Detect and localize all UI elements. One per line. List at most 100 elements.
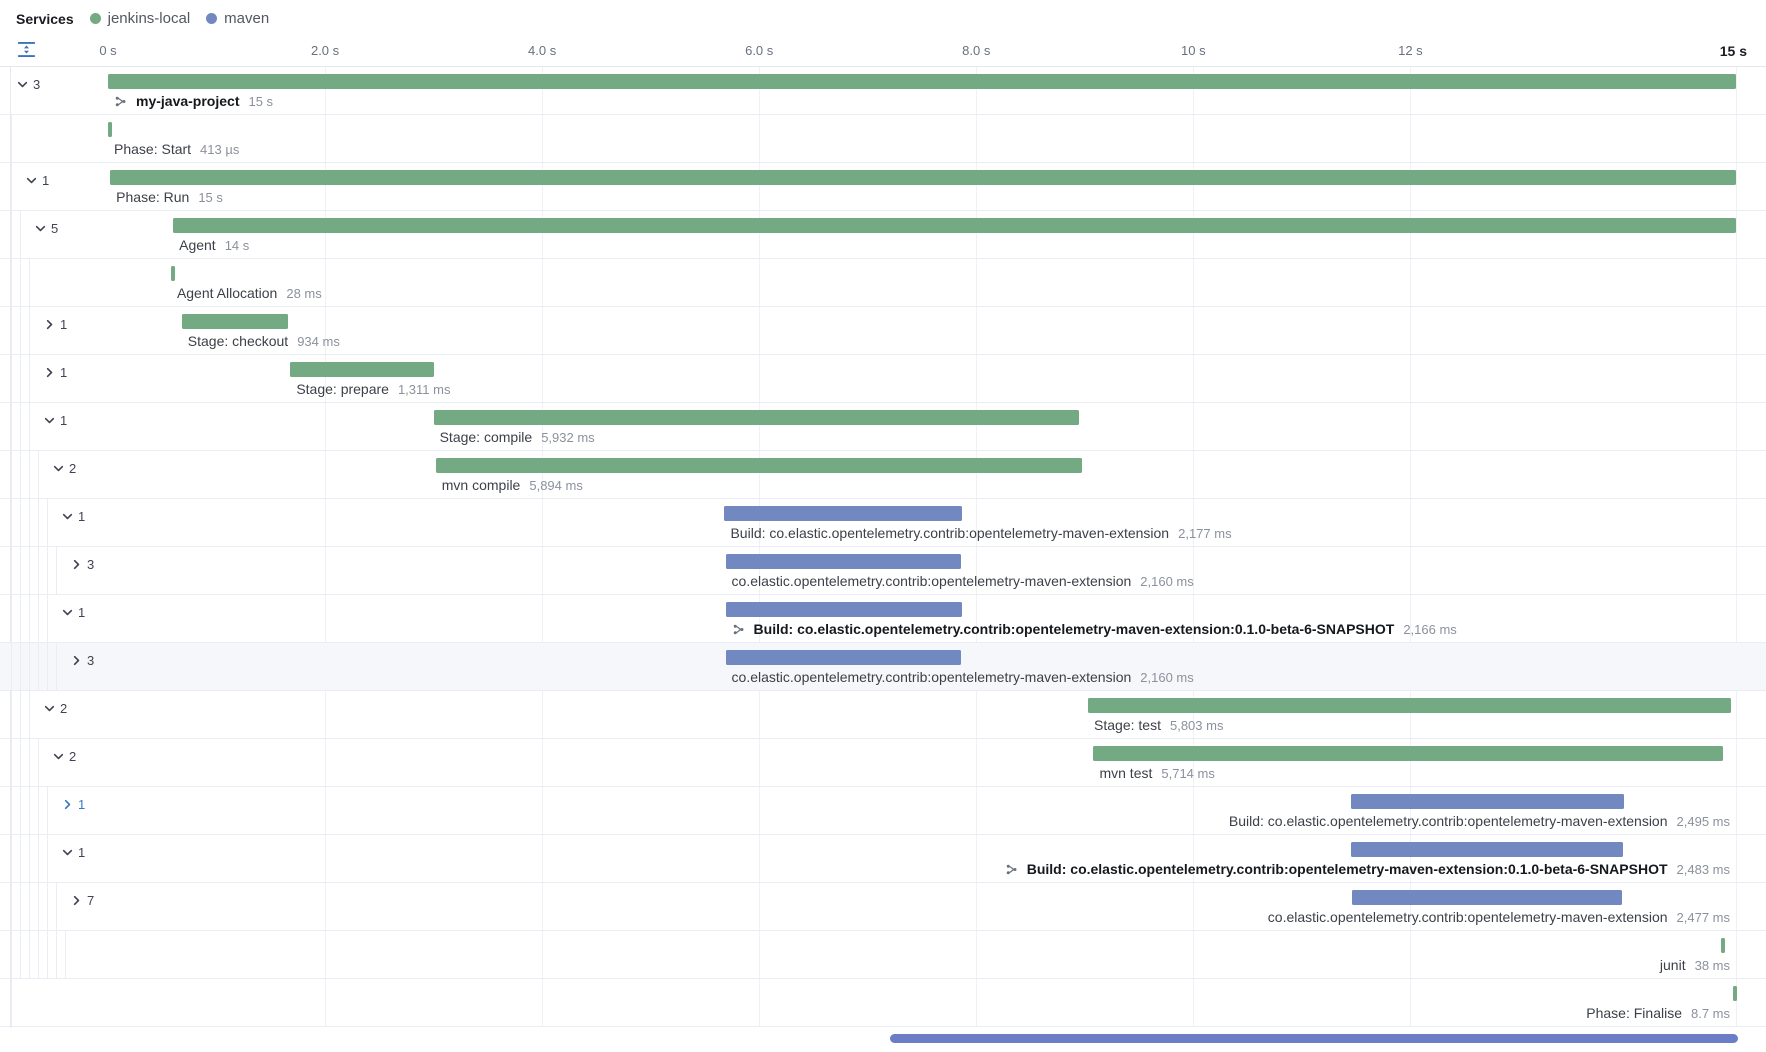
accordion-toggle[interactable]: 5: [34, 222, 58, 235]
span-label[interactable]: Build: co.elastic.opentelemetry.contrib:…: [732, 621, 1457, 638]
span-label[interactable]: mvn test 5,714 ms: [1099, 765, 1214, 782]
waterfall-row: 1 Stage: checkout 934 ms: [0, 307, 1766, 355]
span-name: Build: co.elastic.opentelemetry.contrib:…: [730, 525, 1170, 541]
accordion-toggle[interactable]: 2: [43, 702, 67, 715]
accordion-toggle[interactable]: 3: [70, 558, 94, 571]
indent-guide: [29, 739, 30, 786]
indent-guide: [38, 451, 39, 498]
indent-guide: [11, 979, 12, 1026]
indent-guide: [20, 307, 21, 354]
span-label[interactable]: Agent 14 s: [179, 237, 249, 254]
indent-guide: [29, 787, 30, 834]
indent-guide: [47, 547, 48, 594]
span-label[interactable]: co.elastic.opentelemetry.contrib:opentel…: [732, 669, 1194, 686]
accordion-toggle[interactable]: 3: [70, 654, 94, 667]
span-label[interactable]: Stage: checkout 934 ms: [188, 333, 340, 350]
span-name: Stage: checkout: [187, 333, 289, 349]
span-duration: 1,311 ms: [397, 381, 451, 397]
indent-guide: [29, 547, 30, 594]
indent-guide: [38, 547, 39, 594]
accordion-toggle[interactable]: 1: [61, 606, 85, 619]
indent-guide: [38, 739, 39, 786]
child-span-count: 1: [60, 317, 68, 332]
indent-guide: [11, 115, 12, 162]
horizontal-scrollbar-thumb[interactable]: [890, 1034, 1738, 1043]
accordion-toggle[interactable]: 1: [43, 318, 67, 331]
services-label: Services: [16, 10, 74, 27]
ruler-tick: 4.0 s: [528, 43, 557, 58]
span-label[interactable]: Stage: test 5,803 ms: [1094, 717, 1223, 734]
indent-guide: [29, 691, 30, 738]
span-label[interactable]: co.elastic.opentelemetry.contrib:opentel…: [1268, 909, 1730, 926]
span-label[interactable]: co.elastic.opentelemetry.contrib:opentel…: [732, 573, 1194, 590]
span-duration: 2,160 ms: [1140, 669, 1194, 685]
accordion-toggle[interactable]: 1: [61, 846, 85, 859]
span-bar[interactable]: [290, 362, 434, 377]
span-label[interactable]: Stage: compile 5,932 ms: [440, 429, 595, 446]
accordion-toggle[interactable]: 3: [16, 78, 40, 91]
span-bar[interactable]: [433, 410, 1080, 425]
span-bar[interactable]: [725, 602, 963, 617]
span-bar[interactable]: [108, 74, 1736, 89]
span-bar[interactable]: [435, 458, 1082, 473]
span-bar[interactable]: [1351, 890, 1623, 905]
span-label[interactable]: mvn compile 5,894 ms: [442, 477, 583, 494]
indent-guide: [47, 499, 48, 546]
indent-guide: [11, 643, 12, 690]
span-bar[interactable]: [1732, 986, 1737, 1001]
span-bar[interactable]: [1720, 938, 1726, 953]
indent-guide: [20, 643, 21, 690]
accordion-toggle[interactable]: 2: [52, 462, 76, 475]
chevron-down-icon: [62, 849, 73, 856]
timeline-gridline: [976, 67, 978, 1027]
accordion-toggle[interactable]: 7: [70, 894, 94, 907]
span-label[interactable]: Agent Allocation 28 ms: [177, 285, 322, 302]
span-label[interactable]: Phase: Start 413 µs: [114, 141, 239, 158]
span-bar[interactable]: [110, 170, 1736, 185]
waterfall-row: 1 Build: co.elastic.opentelemetry.contrib…: [0, 595, 1766, 643]
waterfall-row: 1 Phase: Run 15 s: [0, 163, 1766, 211]
span-bar[interactable]: [1350, 794, 1625, 809]
span-bar[interactable]: [108, 122, 113, 137]
span-bar[interactable]: [725, 554, 962, 569]
child-span-count: 3: [33, 77, 41, 92]
span-label[interactable]: Stage: prepare 1,311 ms: [296, 381, 450, 398]
span-bar[interactable]: [725, 650, 962, 665]
span-bar[interactable]: [173, 218, 1736, 233]
ruler-tick: 12 s: [1398, 43, 1423, 58]
span-name: co.elastic.opentelemetry.contrib:opentel…: [731, 573, 1132, 589]
span-label[interactable]: my-java-project 15 s: [114, 93, 273, 110]
span-bar[interactable]: [1093, 746, 1723, 761]
accordion-toggle[interactable]: 2: [52, 750, 76, 763]
span-label[interactable]: Build: co.elastic.opentelemetry.contrib:…: [1229, 813, 1730, 830]
accordion-toggle[interactable]: 1: [43, 414, 67, 427]
timeline-gridline: [325, 67, 327, 1027]
span-label[interactable]: Build: co.elastic.opentelemetry.contrib:…: [730, 525, 1231, 542]
span-bar[interactable]: [1088, 698, 1731, 713]
chevron-down-icon: [53, 465, 64, 472]
accordion-toggle[interactable]: 1: [61, 510, 85, 523]
span-label[interactable]: Phase: Run 15 s: [116, 189, 223, 206]
span-bar[interactable]: [724, 506, 963, 521]
span-bar[interactable]: [1350, 842, 1624, 857]
waterfall-row: 2 mvn compile 5,894 ms: [0, 451, 1766, 499]
span-name: Build: co.elastic.opentelemetry.contrib:…: [1026, 861, 1668, 877]
indent-guide: [38, 643, 39, 690]
indent-guide: [20, 259, 21, 306]
span-label[interactable]: Phase: Finalise 8.7 ms: [1586, 1005, 1730, 1022]
span-label[interactable]: junit 38 ms: [1660, 957, 1730, 974]
span-label[interactable]: Build: co.elastic.opentelemetry.contrib:…: [1005, 861, 1730, 878]
child-span-count: 2: [69, 749, 77, 764]
span-bar[interactable]: [181, 314, 289, 329]
span-duration: 5,932 ms: [541, 429, 595, 445]
accordion-toggle[interactable]: 1: [61, 798, 85, 811]
span-name: Phase: Start: [114, 141, 192, 157]
accordion-toggle[interactable]: 1: [25, 174, 49, 187]
accordion-toggle[interactable]: 1: [43, 366, 67, 379]
ruler-tick: 15 s: [1719, 43, 1747, 59]
indent-guide: [20, 547, 21, 594]
span-bar[interactable]: [170, 266, 176, 281]
collapse-waterfall-button[interactable]: [16, 42, 36, 62]
indent-guide: [20, 451, 21, 498]
span-name: Phase: Run: [116, 189, 190, 205]
